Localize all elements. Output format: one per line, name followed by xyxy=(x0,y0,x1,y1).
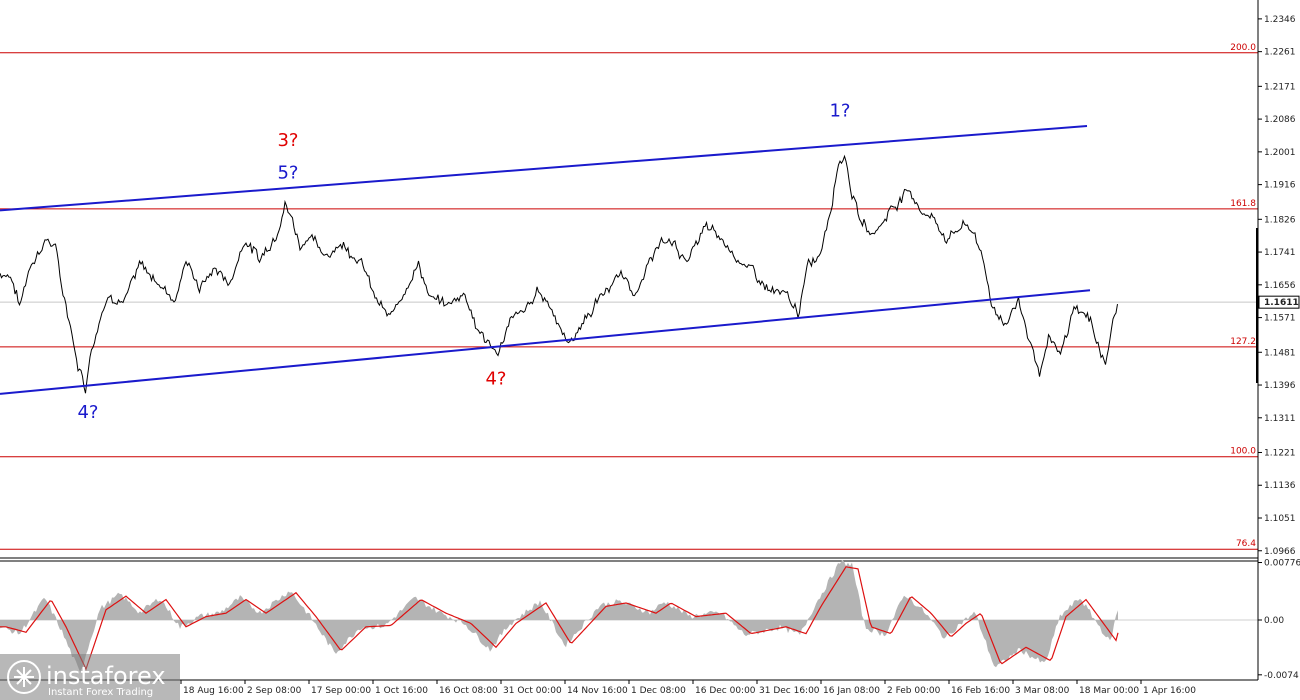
logo-name: instaforex xyxy=(46,662,166,690)
main-price-panel: 200.0 161.8 127.2 100.0 76.4 4? 3? 5? 4? 1? xyxy=(0,43,1258,550)
price-series xyxy=(0,154,1118,394)
x-tick-label: 1 Oct 16:00 xyxy=(375,686,428,696)
x-tick-label: 14 Nov 16:00 xyxy=(567,686,628,696)
osc-tick-label: -0.0074 xyxy=(1264,671,1299,681)
x-tick-label: 18 Aug 16:00 xyxy=(183,686,244,696)
y-tick-label: 1.1396 xyxy=(1264,381,1296,391)
logo-rays xyxy=(14,667,34,687)
x-tick-label: 1 Apr 16:00 xyxy=(1143,686,1196,696)
oscillator-signal-line xyxy=(0,566,1119,671)
osc-tick-label: 0.00 xyxy=(1264,616,1284,626)
y-tick-label: 1.1656 xyxy=(1264,281,1296,291)
channel-line xyxy=(0,125,1088,212)
oscillator-histogram xyxy=(0,560,1118,672)
x-tick-label: 16 Oct 08:00 xyxy=(439,686,498,696)
x-tick-label: 31 Oct 00:00 xyxy=(503,686,562,696)
fib-level-label: 76.4 xyxy=(1236,539,1256,549)
fib-level-label: 100.0 xyxy=(1230,447,1256,457)
wave-label: 3? xyxy=(277,130,298,151)
x-tick-label: 1 Dec 08:00 xyxy=(631,686,686,696)
wave-label: 4? xyxy=(485,368,506,389)
trend-channel xyxy=(0,125,1091,395)
y-tick-label: 1.1826 xyxy=(1264,215,1296,225)
y-tick-label: 1.2171 xyxy=(1264,82,1296,92)
y-tick-label: 1.2086 xyxy=(1264,115,1296,125)
wave-label: 1? xyxy=(829,100,850,121)
logo-mark-icon xyxy=(7,660,41,694)
x-tick-label: 31 Dec 16:00 xyxy=(759,686,820,696)
y-tick-label: 1.1221 xyxy=(1264,448,1296,458)
x-tick-label: 2 Sep 08:00 xyxy=(247,686,302,696)
y-tick-label: 1.2346 xyxy=(1264,15,1296,25)
wave-labels: 4? 3? 5? 4? 1? xyxy=(77,100,850,422)
osc-tick-label: 0.00776 xyxy=(1264,559,1300,569)
current-price-label: 1.1611 xyxy=(1264,298,1299,308)
x-tick-label: 3 Mar 08:00 xyxy=(1015,686,1070,696)
price-line xyxy=(0,154,1118,394)
y-tick-label: 1.1481 xyxy=(1264,348,1296,358)
x-tick-label: 2 Feb 00:00 xyxy=(887,686,941,696)
fib-level-label: 127.2 xyxy=(1230,337,1256,347)
y-tick-label: 1.1571 xyxy=(1264,314,1296,324)
fibonacci-levels: 200.0 161.8 127.2 100.0 76.4 xyxy=(0,43,1258,550)
y-tick-label: 1.2001 xyxy=(1264,148,1296,158)
x-tick-label: 17 Sep 00:00 xyxy=(311,686,371,696)
x-tick-label: 16 Dec 00:00 xyxy=(695,686,756,696)
y-tick-label: 1.1916 xyxy=(1264,181,1296,191)
logo-tagline: Instant Forex Trading xyxy=(48,687,153,698)
y-tick-label: 1.1051 xyxy=(1264,514,1296,524)
y-tick-label: 1.0966 xyxy=(1264,547,1296,557)
x-tick-label: 16 Jan 08:00 xyxy=(823,686,880,696)
x-tick-label: 16 Feb 16:00 xyxy=(951,686,1010,696)
logo-ring xyxy=(7,660,41,694)
fib-level-label: 161.8 xyxy=(1230,199,1256,209)
y-tick-label: 1.1741 xyxy=(1264,248,1296,258)
y-tick-label: 1.1311 xyxy=(1264,414,1296,424)
wave-label: 4? xyxy=(77,402,98,423)
channel-line xyxy=(0,289,1091,395)
y-tick-label: 1.2261 xyxy=(1264,48,1296,58)
x-tick-label: 18 Mar 00:00 xyxy=(1079,686,1139,696)
y-tick-label: 1.1136 xyxy=(1264,481,1296,491)
oscillator-panel xyxy=(0,557,1258,672)
wave-label: 5? xyxy=(277,163,298,184)
current-price-tag xyxy=(1258,295,1300,309)
fib-level-label: 200.0 xyxy=(1230,43,1256,53)
